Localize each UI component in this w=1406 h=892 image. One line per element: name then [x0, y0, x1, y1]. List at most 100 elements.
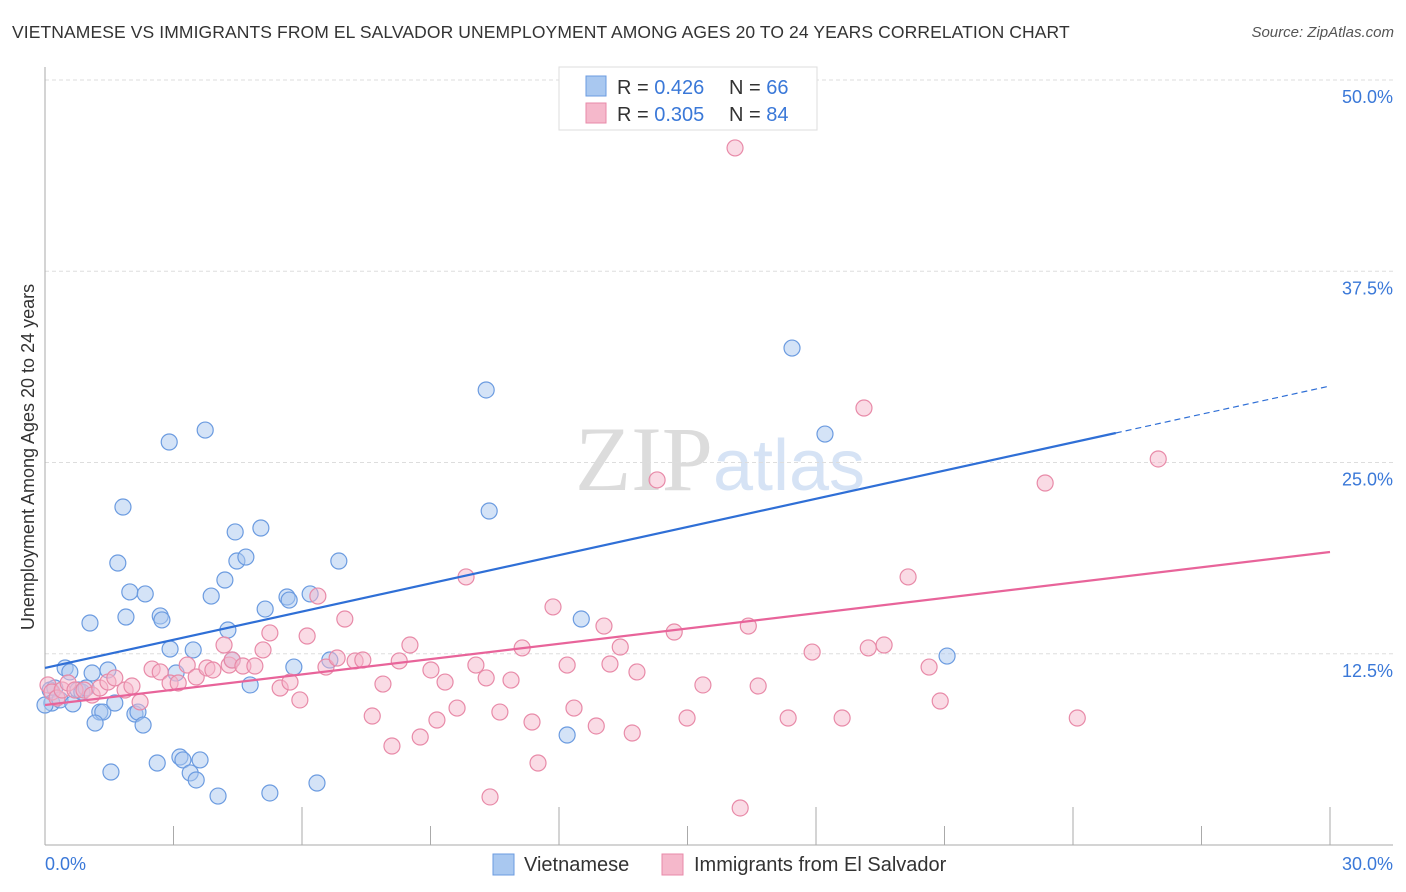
point-el-salvador	[204, 661, 222, 679]
point-vietnamese	[816, 425, 834, 443]
point-el-salvador	[1068, 709, 1086, 727]
point-vietnamese	[330, 552, 348, 570]
point-el-salvador	[328, 649, 346, 667]
point-el-salvador	[131, 693, 149, 711]
point-el-salvador	[169, 674, 187, 692]
point-el-salvador	[383, 737, 401, 755]
point-el-salvador	[428, 711, 446, 729]
x-tick-label: 0.0%	[45, 854, 86, 874]
point-vietnamese	[558, 726, 576, 744]
svg-text:N = 66: N = 66	[729, 77, 789, 99]
point-el-salvador	[281, 673, 299, 691]
point-el-salvador	[178, 656, 196, 674]
r-label: R =	[617, 77, 654, 99]
point-el-salvador	[298, 627, 316, 645]
legend-swatch-el-salvador	[585, 102, 607, 124]
point-el-salvador	[694, 676, 712, 694]
point-el-salvador	[523, 713, 541, 731]
point-vietnamese	[148, 754, 166, 772]
x-tick-label: 30.0%	[1342, 854, 1393, 874]
point-el-salvador	[254, 641, 272, 659]
y-tick-label: 50.0%	[1342, 87, 1393, 107]
point-el-salvador	[411, 728, 429, 746]
point-el-salvador	[628, 663, 646, 681]
point-vietnamese	[83, 664, 101, 682]
point-vietnamese	[261, 784, 279, 802]
point-el-salvador	[648, 471, 666, 489]
point-vietnamese	[184, 641, 202, 659]
point-el-salvador	[1149, 450, 1167, 468]
n-label: N =	[729, 77, 766, 99]
point-el-salvador	[401, 636, 419, 654]
legend-swatch-vietnamese	[492, 853, 515, 876]
point-vietnamese	[191, 751, 209, 769]
point-el-salvador	[336, 610, 354, 628]
point-vietnamese	[256, 600, 274, 618]
point-vietnamese	[202, 587, 220, 605]
point-el-salvador	[611, 638, 629, 656]
point-el-salvador	[502, 671, 520, 689]
point-el-salvador	[587, 717, 605, 735]
point-vietnamese	[237, 548, 255, 566]
point-vietnamese	[134, 716, 152, 734]
point-el-salvador	[544, 598, 562, 616]
point-vietnamese	[86, 714, 104, 732]
point-el-salvador	[803, 643, 821, 661]
point-el-salvador	[422, 661, 440, 679]
point-el-salvador	[931, 692, 949, 710]
legend-swatch-vietnamese	[585, 75, 607, 97]
point-vietnamese	[285, 658, 303, 676]
stats-legend: R = 0.426 N = 66 R = 0.305 N = 84	[558, 66, 818, 131]
point-vietnamese	[161, 640, 179, 658]
point-vietnamese	[106, 694, 124, 712]
point-el-salvador	[261, 624, 279, 642]
chart-title: VIETNAMESE VS IMMIGRANTS FROM EL SALVADO…	[12, 22, 1070, 42]
point-el-salvador	[363, 707, 381, 725]
point-vietnamese	[252, 519, 270, 537]
point-el-salvador	[491, 703, 509, 721]
point-vietnamese	[121, 583, 139, 601]
point-el-salvador	[779, 709, 797, 727]
point-vietnamese	[187, 771, 205, 789]
point-el-salvador	[529, 754, 547, 772]
point-el-salvador	[665, 623, 683, 641]
point-el-salvador	[481, 788, 499, 806]
point-el-salvador	[595, 617, 613, 635]
point-el-salvador	[726, 139, 744, 157]
point-vietnamese	[136, 585, 154, 603]
n-value: 84	[766, 104, 788, 126]
n-label: N =	[729, 104, 766, 126]
svg-text:N = 84: N = 84	[729, 104, 789, 126]
trend-line-vietnamese	[44, 431, 1117, 670]
trend-line-extension	[1115, 385, 1331, 434]
point-vietnamese	[308, 774, 326, 792]
point-el-salvador	[875, 636, 893, 654]
point-vietnamese	[81, 614, 99, 632]
y-tick-label: 37.5%	[1342, 278, 1393, 298]
point-vietnamese	[480, 502, 498, 520]
point-vietnamese	[280, 591, 298, 609]
point-el-salvador	[601, 655, 619, 673]
watermark: ZIPatlas	[575, 408, 865, 510]
r-label: R =	[617, 104, 654, 126]
point-vietnamese	[160, 433, 178, 451]
point-el-salvador	[374, 675, 392, 693]
point-el-salvador	[859, 639, 877, 657]
point-el-salvador	[477, 669, 495, 687]
svg-text:R = 0.426: R = 0.426	[617, 77, 704, 99]
trend-line-el-salvador	[44, 550, 1331, 707]
point-el-salvador	[731, 799, 749, 817]
legend-label-el-salvador: Immigrants from El Salvador	[694, 854, 947, 876]
point-el-salvador	[309, 587, 327, 605]
point-vietnamese	[153, 611, 171, 629]
point-el-salvador	[833, 709, 851, 727]
point-vietnamese	[226, 523, 244, 541]
series-legend: Vietnamese Immigrants from El Salvador	[492, 853, 947, 876]
r-value: 0.305	[654, 104, 704, 126]
legend-label-vietnamese: Vietnamese	[524, 854, 629, 876]
point-vietnamese	[783, 339, 801, 357]
point-vietnamese	[109, 554, 127, 572]
point-vietnamese	[938, 647, 956, 665]
point-el-salvador	[291, 691, 309, 709]
